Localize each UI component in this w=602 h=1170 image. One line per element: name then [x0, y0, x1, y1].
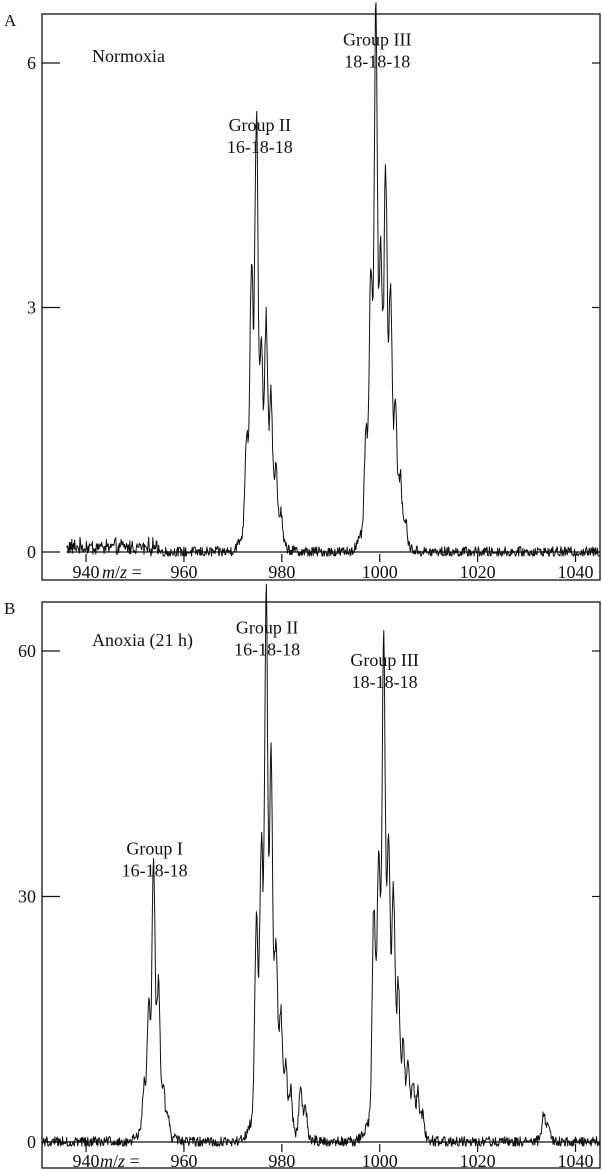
peak-annotation: Group I 16-18-18	[122, 838, 188, 880]
peak-annotation-line: 16-18-18	[227, 137, 293, 157]
peak-annotation: Group III 18-18-18	[343, 29, 411, 71]
y-tick-label: 0	[27, 1132, 36, 1152]
x-tick-label: 960	[170, 562, 197, 582]
panel-b-x-axis: 940 960 980 1000 1020 1040	[42, 1141, 600, 1170]
peak-annotation-line: 18-18-18	[352, 672, 418, 692]
x-tick-label: 940	[73, 1151, 100, 1170]
panel-a-y-axis: 0 3 6	[27, 53, 600, 562]
y-tick-label: 6	[27, 53, 36, 73]
panel-b-xlabel: m/z =	[100, 1151, 140, 1170]
panel-b: B Anoxia (21 h) 0 30 60 940 960 980 1000 1020 1…	[4, 583, 601, 1170]
peak-annotation-line: 16-18-18	[234, 639, 300, 659]
panel-b-frame	[41, 601, 601, 1169]
x-tick-label: 1020	[460, 1151, 496, 1170]
peak-annotation-line: 16-18-18	[122, 860, 188, 880]
peak-annotation-line: Group II	[236, 617, 298, 637]
peak-annotation-line: 18-18-18	[344, 51, 410, 71]
panel-a-spectrum-trace	[66, 2, 600, 557]
y-tick-label: 3	[27, 298, 36, 318]
panel-a-xlabel: m/z =	[102, 562, 142, 582]
peak-annotation: Group II 16-18-18	[234, 617, 300, 659]
x-tick-label: 1040	[558, 562, 594, 582]
x-tick-label: 980	[268, 1151, 295, 1170]
panel-a-letter: A	[4, 11, 17, 30]
x-tick-label: 1000	[362, 562, 398, 582]
y-tick-label: 30	[18, 887, 36, 907]
panel-b-letter: B	[4, 599, 15, 618]
panel-b-title: Anoxia (21 h)	[92, 630, 193, 651]
peak-annotation-line: Group II	[229, 115, 291, 135]
x-tick-label: 980	[268, 562, 295, 582]
peak-annotation-line: Group III	[350, 650, 418, 670]
peak-annotation-line: Group III	[343, 29, 411, 49]
x-tick-label: 1040	[558, 1151, 594, 1170]
x-tick-label: 1020	[460, 562, 496, 582]
x-tick-label: 940	[73, 562, 100, 582]
panel-a-title: Normoxia	[92, 46, 165, 66]
y-tick-label: 60	[18, 641, 36, 661]
y-tick-label: 0	[27, 542, 36, 562]
panel-a-frame	[41, 13, 601, 581]
panel-a: A Normoxia 0 3 6 940 960 980 1000 1020 1040 m/z…	[4, 2, 601, 582]
panel-a-annotations: Group II 16-18-18 Group III 18-18-18	[227, 29, 412, 157]
peak-annotation: Group III 18-18-18	[350, 650, 418, 692]
x-tick-label: 1000	[362, 1151, 398, 1170]
panel-b-y-axis: 0 30 60	[18, 641, 600, 1152]
peak-annotation-line: Group I	[126, 838, 183, 858]
panel-a-x-axis: 940 960 980 1000 1020 1040	[66, 551, 600, 582]
x-tick-label: 960	[170, 1151, 197, 1170]
panel-b-spectrum-trace	[41, 583, 601, 1147]
peak-annotation: Group II 16-18-18	[227, 115, 293, 157]
